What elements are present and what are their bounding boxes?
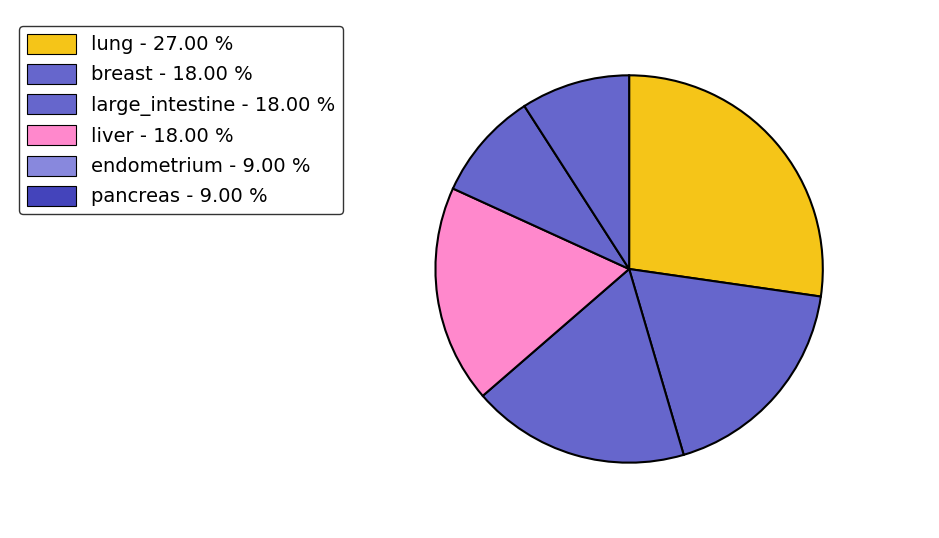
Wedge shape [629,269,821,455]
Wedge shape [524,75,629,269]
Wedge shape [436,188,629,396]
Legend: lung - 27.00 %, breast - 18.00 %, large_intestine - 18.00 %, liver - 18.00 %, en: lung - 27.00 %, breast - 18.00 %, large_… [19,26,343,214]
Wedge shape [453,106,629,269]
Wedge shape [483,269,684,463]
Wedge shape [629,75,823,296]
